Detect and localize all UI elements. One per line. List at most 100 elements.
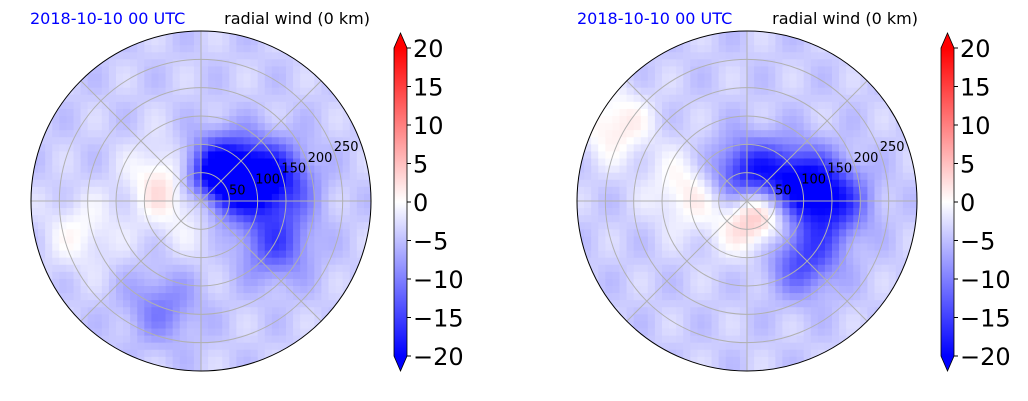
field-cell [626, 293, 635, 301]
field-cell [215, 271, 223, 280]
field-cell [662, 328, 670, 337]
field-cell [824, 293, 833, 301]
field-cell [704, 87, 713, 96]
field-cell [747, 250, 755, 259]
field-cell [640, 137, 649, 145]
field-cell [704, 342, 713, 351]
field-cell [654, 250, 663, 259]
field-cell [824, 52, 833, 60]
field-cell [59, 278, 68, 287]
field-cell [704, 201, 713, 209]
field-cell [640, 179, 649, 188]
field-cell [669, 94, 677, 103]
field-cell [151, 87, 160, 96]
field-cell [775, 172, 784, 181]
field-cell [761, 172, 769, 181]
field-cell [739, 264, 748, 273]
field-cell [718, 328, 727, 337]
field-cell [775, 38, 784, 46]
field-cell [300, 137, 308, 145]
field-cell [761, 293, 769, 301]
field-cell [775, 293, 784, 301]
field-cell [45, 179, 53, 188]
field-cell [186, 94, 195, 103]
field-cell [902, 243, 911, 252]
field-cell [718, 335, 727, 344]
field-cell [335, 222, 344, 230]
field-cell [144, 293, 153, 301]
field-cell [810, 186, 819, 195]
field-cell [775, 264, 784, 273]
field-cell [718, 321, 727, 330]
field-cell [683, 342, 691, 351]
field-cell [754, 236, 762, 245]
field-cell [293, 201, 301, 209]
field-cell [300, 307, 308, 315]
field-cell [300, 101, 308, 110]
field-cell [789, 186, 798, 195]
field-cell [619, 130, 628, 138]
field-cell [754, 116, 762, 124]
field-cell [824, 186, 833, 195]
field-cell [718, 38, 727, 46]
field-cell [208, 38, 216, 46]
field-cell [172, 179, 181, 188]
field-cell [640, 108, 649, 117]
field-cell [832, 151, 840, 160]
field-cell [144, 342, 153, 351]
field-cell [704, 144, 713, 153]
field-cell [151, 201, 160, 209]
field-cell [817, 278, 826, 287]
field-cell [73, 87, 82, 96]
field-cell [293, 151, 301, 160]
field-cell [775, 193, 784, 202]
field-cell [676, 158, 684, 167]
field-cell [116, 300, 124, 308]
field-cell [669, 137, 677, 145]
field-cell [314, 307, 323, 315]
field-cell [605, 108, 614, 117]
field-cell [222, 356, 230, 365]
field-cell [817, 116, 826, 124]
field-cell [803, 278, 812, 287]
field-cell [739, 215, 748, 223]
field-cell [66, 193, 75, 202]
field-cell [193, 342, 202, 351]
colorbar-tick-label: −5 [960, 228, 995, 256]
field-cell [250, 193, 259, 202]
field-cell [867, 101, 876, 110]
field-cell [803, 321, 812, 330]
field-cell [87, 179, 96, 188]
field-cell [633, 222, 642, 230]
field-cell [38, 201, 46, 209]
field-cell [87, 172, 96, 181]
field-cell [321, 193, 330, 202]
field-cell [158, 59, 167, 68]
field-cell [356, 158, 365, 167]
field-cell [881, 257, 890, 266]
field-cell [45, 123, 53, 131]
field-cell [605, 151, 614, 160]
field-cell [335, 137, 344, 145]
field-cell [208, 363, 216, 371]
field-cell [662, 250, 670, 259]
field-cell [612, 271, 621, 280]
field-cell [605, 116, 614, 124]
field-cell [704, 172, 713, 181]
field-cell [363, 186, 371, 195]
field-cell [264, 158, 273, 167]
title-right: radial wind (0 km) [772, 9, 918, 28]
field-cell [349, 137, 358, 145]
field-cell [356, 250, 365, 259]
field-cell [208, 101, 216, 110]
field-cell [697, 52, 706, 60]
field-cell [633, 172, 642, 181]
field-cell [94, 321, 103, 330]
colorbar-gradient [394, 48, 407, 356]
field-cell [278, 80, 287, 89]
colorbar-extend-max [941, 33, 954, 48]
field-cell [725, 165, 734, 174]
field-cell [846, 222, 854, 230]
field-cell [817, 236, 826, 245]
field-cell [824, 321, 833, 330]
